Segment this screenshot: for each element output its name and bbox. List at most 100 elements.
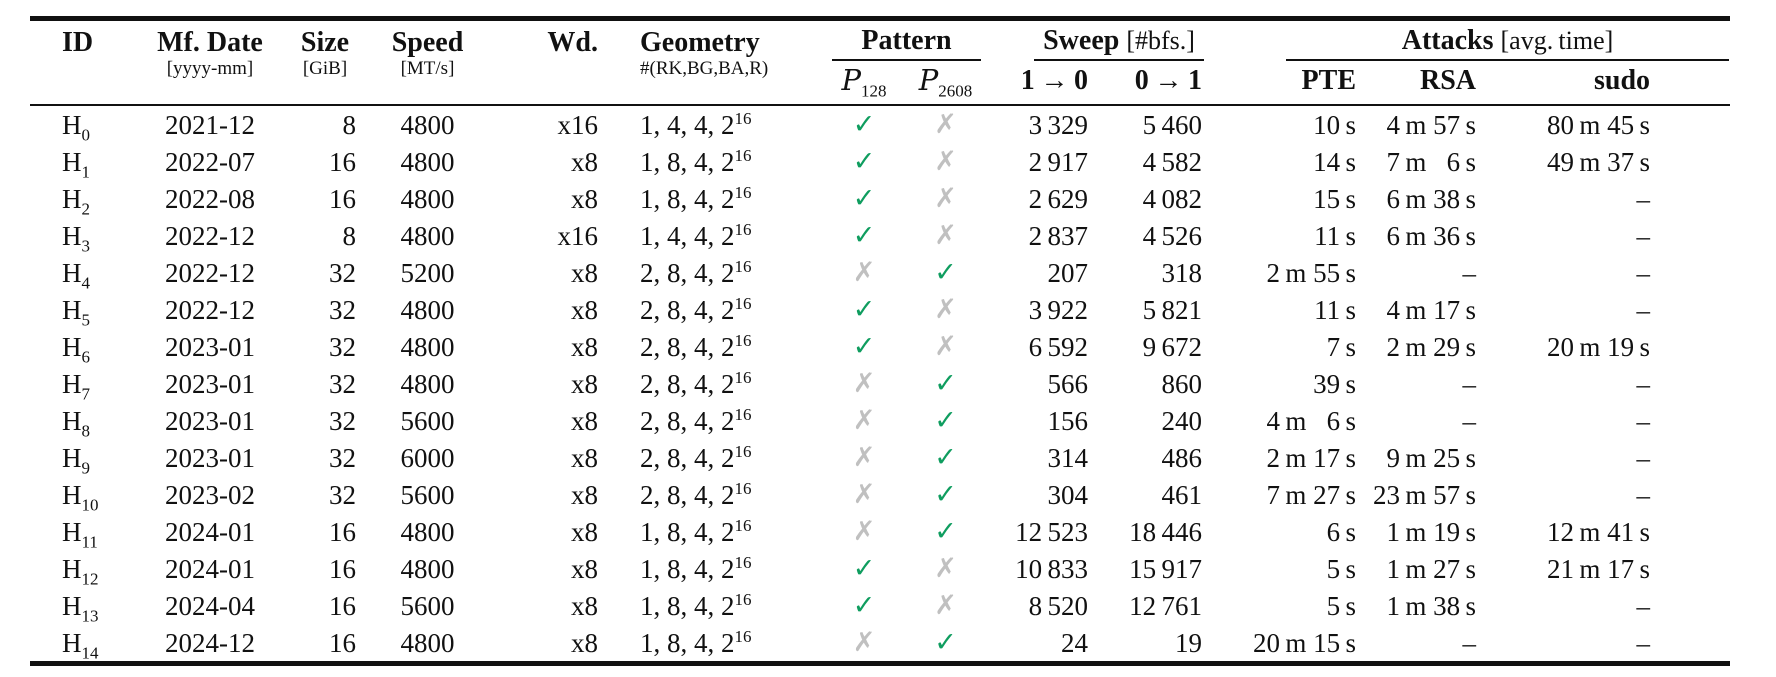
sweep-0to1-cell: 9 672 — [1142, 331, 1203, 362]
geometry-exponent: 16 — [734, 293, 752, 313]
check-icon: ✓ — [934, 405, 957, 436]
module-id-index: 9 — [81, 457, 91, 477]
module-id: H — [62, 405, 82, 436]
mf-date-cell: 2023-01 — [165, 405, 255, 436]
width-cell: x8 — [571, 627, 598, 658]
size-cell: 8 — [342, 109, 357, 140]
geometry-value: 1, 4, 4, 2 — [640, 220, 735, 251]
width-cell: x8 — [571, 146, 598, 177]
sweep-1to0-cell: 8 520 — [1028, 590, 1088, 621]
rsa-time-cell: – — [1462, 368, 1477, 399]
cross-icon: ✗ — [934, 146, 957, 177]
sweep-0to1-cell: 5 460 — [1142, 109, 1203, 140]
module-id: H — [62, 220, 82, 251]
pattern-2608-cell: ✓ — [903, 365, 988, 402]
table-row: H0 2021-12 8 4800 x16 1, 4, 4, 216 ✓ ✗ 3… — [30, 105, 1730, 143]
script-p-symbol: P — [841, 63, 861, 97]
pattern-2608-cell: ✗ — [903, 143, 988, 180]
size-cell: 16 — [329, 183, 356, 214]
col-header-mf-date-label: Mf. Date — [157, 27, 263, 58]
sweep-1to0-cell: 566 — [1047, 368, 1089, 399]
pattern-128-cell: ✗ — [825, 365, 903, 402]
col-header-id-label: ID — [62, 27, 94, 58]
mf-date-cell: 2023-01 — [165, 442, 255, 473]
group-header-sweep-rule: Sweep [#bfs.] — [1034, 25, 1205, 61]
sudo-time-cell: – — [1636, 590, 1651, 621]
mf-date-cell: 2024-01 — [165, 516, 255, 547]
geometry-value: 2, 8, 4, 2 — [640, 405, 735, 436]
table-row: H4 2022-12 32 5200 x8 2, 8, 4, 216 ✗ ✓ 2… — [30, 254, 1730, 291]
module-id: H — [62, 516, 82, 547]
pattern-2608-cell: ✓ — [903, 476, 988, 513]
sudo-time-cell: – — [1636, 405, 1651, 436]
speed-cell: 5600 — [400, 590, 455, 621]
pattern-2608-cell: ✗ — [903, 105, 988, 143]
table-row: H13 2024-04 16 5600 x8 1, 8, 4, 216 ✓ ✗ … — [30, 587, 1730, 624]
geometry-exponent: 16 — [734, 441, 752, 461]
module-id-cell: H0 — [30, 105, 140, 143]
speed-cell: 5600 — [400, 405, 455, 436]
geometry-value: 1, 8, 4, 2 — [640, 516, 735, 547]
geometry-cell: 1, 8, 4, 216 — [610, 624, 825, 664]
pattern-128-cell: ✓ — [825, 587, 903, 624]
mf-date-cell: 2022-12 — [165, 257, 255, 288]
geometry-cell: 1, 4, 4, 216 — [610, 105, 825, 143]
sweep-1to0-cell: 10 833 — [1015, 553, 1088, 584]
size-cell: 32 — [329, 331, 356, 362]
module-id-index: 8 — [81, 420, 91, 440]
module-id-cell: H5 — [30, 291, 140, 328]
results-table: ID Mf. Date [yyyy-mm] Size [GiB] Speed [MT/… — [30, 16, 1731, 666]
geometry-exponent: 16 — [734, 367, 752, 387]
col-header-speed: Speed [MT/s] — [370, 18, 485, 106]
pattern-128-cell: ✓ — [825, 217, 903, 254]
check-icon: ✓ — [934, 368, 957, 399]
width-cell: x8 — [571, 368, 598, 399]
header-row-groups: ID Mf. Date [yyyy-mm] Size [GiB] Speed [MT/… — [30, 18, 1730, 106]
pattern-2608-cell: ✓ — [903, 513, 988, 550]
pte-time-cell: 5 s — [1326, 553, 1357, 584]
col-header-speed-unit: [MT/s] — [400, 58, 455, 79]
table-header: ID Mf. Date [yyyy-mm] Size [GiB] Speed [MT/… — [30, 18, 1731, 106]
size-cell: 16 — [329, 146, 356, 177]
width-cell: x8 — [571, 516, 598, 547]
geometry-value: 2, 8, 4, 2 — [640, 368, 735, 399]
pattern-128-cell: ✗ — [825, 476, 903, 513]
group-header-pattern-rule: Pattern — [832, 26, 981, 61]
pattern-128-cell: ✓ — [825, 328, 903, 365]
size-cell: 32 — [329, 257, 356, 288]
table-row: H3 2022-12 8 4800 x16 1, 4, 4, 216 ✓ ✗ 2… — [30, 217, 1730, 254]
geometry-exponent: 16 — [734, 626, 752, 646]
mf-date-cell: 2022-08 — [165, 183, 255, 214]
module-id-cell: H4 — [30, 254, 140, 291]
rsa-time-cell: 1 m 19 s — [1386, 516, 1477, 547]
speed-cell: 4800 — [400, 331, 455, 362]
check-icon: ✓ — [934, 516, 957, 547]
module-id-cell: H8 — [30, 402, 140, 439]
pattern-128-subscript: 128 — [861, 81, 887, 101]
mf-date-cell: 2023-01 — [165, 368, 255, 399]
module-id: H — [62, 331, 82, 362]
module-id-index: 0 — [81, 124, 91, 144]
width-cell: x8 — [571, 405, 598, 436]
width-cell: x8 — [571, 331, 598, 362]
check-icon: ✓ — [852, 590, 876, 621]
pattern-128-cell: ✓ — [825, 180, 903, 217]
module-id: H — [62, 146, 82, 177]
geometry-cell: 1, 8, 4, 216 — [610, 513, 825, 550]
geometry-cell: 2, 8, 4, 216 — [610, 365, 825, 402]
sweep-1to0-cell: 314 — [1047, 442, 1089, 473]
group-header-sweep-label: Sweep — [1043, 25, 1120, 56]
geometry-value: 1, 8, 4, 2 — [640, 627, 735, 658]
pte-time-cell: 15 s — [1313, 183, 1357, 214]
pattern-128-cell: ✓ — [825, 291, 903, 328]
check-icon: ✓ — [852, 331, 876, 362]
rsa-time-cell: 6 m 36 s — [1386, 220, 1477, 251]
sweep-0to1-cell: 18 446 — [1129, 516, 1203, 547]
sweep-1to0-cell: 156 — [1047, 405, 1089, 436]
pattern-2608-cell: ✗ — [903, 550, 988, 587]
group-header-pattern-label: Pattern — [861, 25, 952, 56]
size-cell: 8 — [342, 220, 357, 251]
pattern-128-cell: ✗ — [825, 624, 903, 664]
size-cell: 16 — [329, 590, 356, 621]
pte-time-cell: 6 s — [1326, 516, 1357, 547]
